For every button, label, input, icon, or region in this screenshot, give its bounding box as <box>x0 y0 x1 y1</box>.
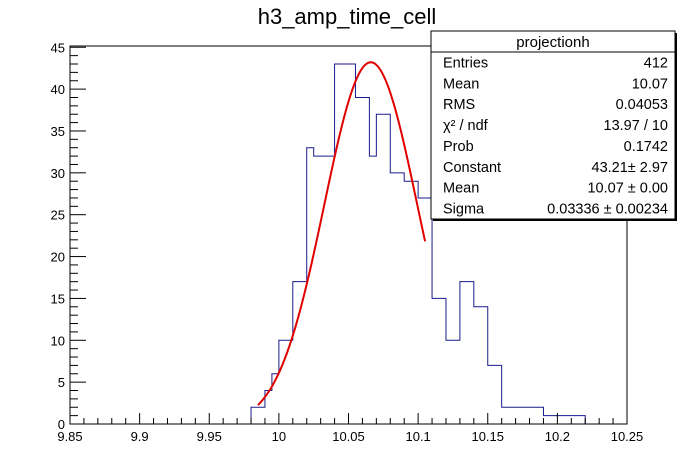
stats-value: 10.07 <box>632 76 668 92</box>
y-tick-label-7: 35 <box>51 124 65 139</box>
y-tick-label-2: 10 <box>51 333 65 348</box>
stats-label: Constant <box>443 160 501 176</box>
fit-curve <box>257 61 427 406</box>
chart-title: h3_amp_time_cell <box>258 4 437 29</box>
histogram-bin-8 <box>355 97 369 424</box>
histogram-bin-3 <box>279 340 293 424</box>
stats-label: χ² / ndf <box>443 118 489 134</box>
histogram-bin-0 <box>251 407 265 424</box>
histogram-bin-4 <box>293 282 307 424</box>
stats-value: 0.04053 <box>616 97 668 113</box>
stats-value: 0.03336 ± 0.00234 <box>547 202 668 218</box>
x-tick-label-7: 10.2 <box>545 429 570 444</box>
x-tick-label-1: 9.9 <box>131 429 149 444</box>
gaussian-fit <box>257 61 427 406</box>
y-tick-label-3: 15 <box>51 291 65 306</box>
axes: 9.85 9.9 9.95 10 10.05 10.1 10.15 10.2 10.25 0 5 10… <box>51 40 644 444</box>
x-tick-label-3: 10 <box>272 429 286 444</box>
stats-value: 10.07 ± 0.00 <box>587 181 668 197</box>
x-tick-label-5: 10.1 <box>405 429 430 444</box>
stats-box-frame <box>430 30 676 220</box>
stats-label: Mean <box>443 181 479 197</box>
histogram-bin-9 <box>369 156 376 424</box>
x-tick-label-2: 9.95 <box>197 429 222 444</box>
stats-box: projectionh Entries 412 Mean 10.07 RMS 0.04053… <box>430 30 677 221</box>
histogram-bin-5 <box>307 148 314 424</box>
histogram-bin-20 <box>543 416 585 424</box>
y-tick-label-9: 45 <box>51 40 65 55</box>
y-tick-label-1: 5 <box>58 375 65 390</box>
stats-label: Entries <box>443 55 488 71</box>
histogram-bin-6 <box>314 156 335 424</box>
histogram-bin-13 <box>418 198 432 424</box>
y-tick-label-8: 40 <box>51 82 65 97</box>
histogram-bin-10 <box>376 114 390 424</box>
y-tick-label-5: 25 <box>51 208 65 223</box>
x-tick-label-6: 10.15 <box>471 429 504 444</box>
stats-label: Mean <box>443 76 479 92</box>
x-tick-label-8: 10.25 <box>611 429 644 444</box>
histogram-bin-17 <box>474 307 488 424</box>
histogram-bin-14 <box>432 298 446 424</box>
stats-value: 13.97 / 10 <box>604 118 669 134</box>
stats-value: 0.1742 <box>624 139 668 155</box>
stats-label: RMS <box>443 97 475 113</box>
y-tick-label-6: 30 <box>51 166 65 181</box>
histogram-outline <box>250 63 586 424</box>
histogram-bin-7 <box>335 64 356 424</box>
x-tick-label-4: 10.05 <box>332 429 365 444</box>
stats-box-title: projectionh <box>516 34 589 51</box>
histogram-bin-11 <box>390 173 404 424</box>
stats-label: Sigma <box>443 202 485 218</box>
histogram-bin-12 <box>404 181 418 424</box>
y-tick-label-0: 0 <box>58 417 65 432</box>
stats-label: Prob <box>443 139 474 155</box>
y-tick-label-4: 20 <box>51 250 65 265</box>
stats-value: 412 <box>644 55 668 71</box>
stats-value: 43.21± 2.97 <box>592 160 669 176</box>
x-tick-label-0: 9.85 <box>57 429 82 444</box>
histogram-bin-15 <box>446 340 460 424</box>
histogram-bin-16 <box>460 282 474 424</box>
histogram-bin-19 <box>502 407 544 424</box>
histogram <box>250 63 586 424</box>
histogram-bin-18 <box>488 365 502 424</box>
